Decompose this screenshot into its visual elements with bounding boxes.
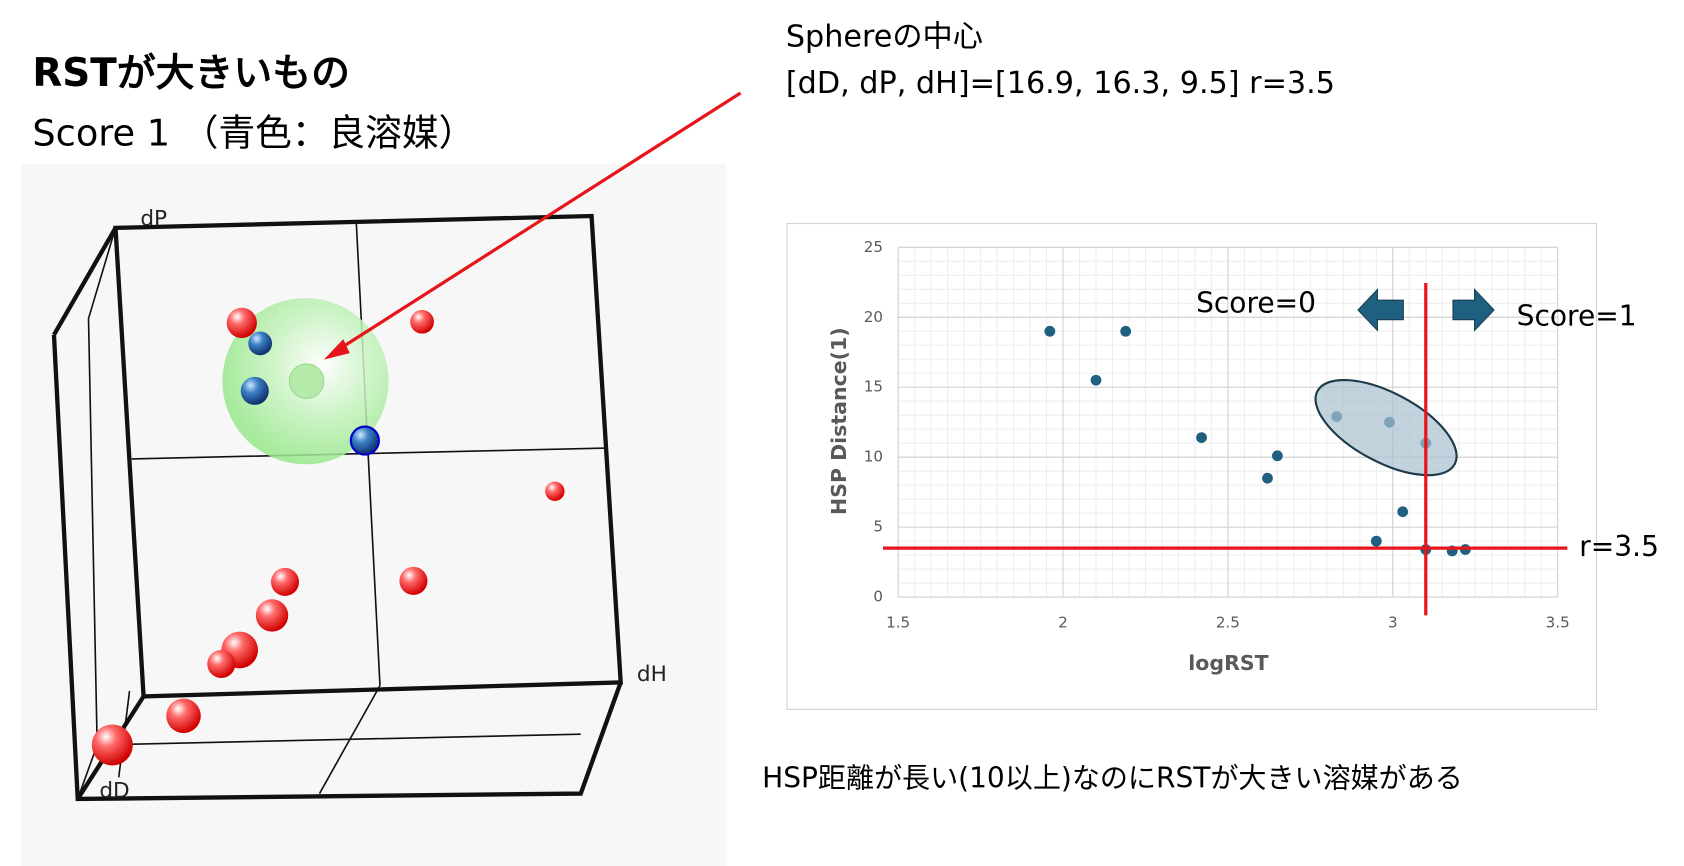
sphere-center (288, 363, 325, 399)
x-tick-label: 2.5 (1216, 613, 1240, 631)
y-tick-label: 15 (864, 378, 883, 396)
footer-note: HSP距離が長い(10以上)なのにRSTが大きい溶媒がある (762, 762, 1463, 795)
y-tick-label: 25 (864, 238, 883, 256)
point (1262, 472, 1273, 484)
x-tick-label: 3.5 (1546, 613, 1570, 631)
y-axis-title: HSP Distance(1) (827, 327, 851, 515)
left-arrow (1357, 288, 1404, 332)
x-tick-label: 3 (1388, 613, 1398, 631)
sphere-note: Sphereの中心 (786, 19, 983, 54)
pointer-arrow-head (323, 339, 350, 360)
plot-3d-bg (21, 164, 727, 866)
sphere-note: [dD, dP, dH]=[16.9, 16.3, 9.5] r=3.5 (786, 66, 1335, 101)
point (1090, 374, 1102, 386)
annotation: Score=1 (1517, 299, 1637, 332)
point (1044, 325, 1056, 337)
subtitle: Score 1 （青色：良溶媒） (32, 112, 475, 155)
y-tick-label: 10 (864, 448, 883, 466)
y-tick-label: 0 (873, 588, 883, 606)
x-tick-label: 2 (1058, 613, 1068, 631)
point (1120, 325, 1132, 337)
x-axis-title: logRST (1188, 651, 1268, 675)
threshold-label: r=3.5 (1579, 530, 1659, 563)
axis-label: dH (637, 662, 667, 687)
y-tick-label: 20 (864, 308, 883, 326)
chart: 0 5 10 15 20 25 1.5 2 2.5 3 3.5 (864, 238, 1570, 632)
y-tick-label: 5 (873, 518, 883, 536)
axis-label: dD (99, 778, 129, 803)
point (1271, 450, 1283, 462)
annotation: Score=0 (1196, 287, 1316, 320)
axis-label: dP (140, 206, 167, 231)
x-tick-label: 1.5 (886, 613, 910, 631)
point (1397, 506, 1409, 518)
title: RSTが大きいもの (32, 51, 350, 96)
right-arrow (1452, 288, 1495, 332)
point (1196, 432, 1207, 443)
pointer-arrow (333, 91, 742, 354)
plot-3d: dP dH dD (21, 164, 727, 866)
points-3d (91, 307, 565, 766)
point (1370, 535, 1382, 547)
highlight (1314, 378, 1458, 477)
